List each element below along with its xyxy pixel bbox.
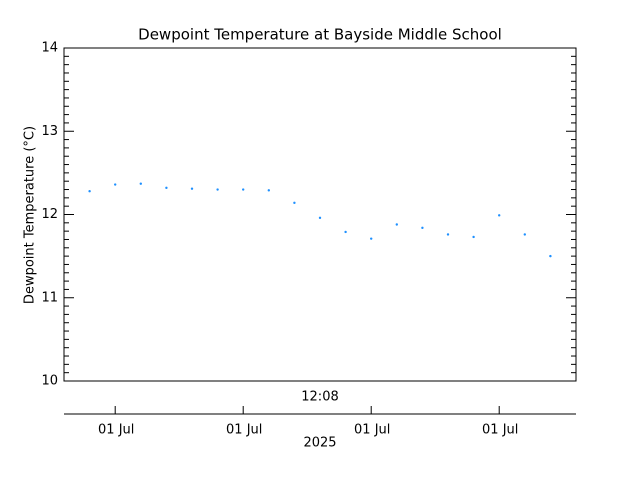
y-tick-label: 12 [41,207,58,222]
point [216,188,219,191]
point [267,189,270,192]
point [139,182,142,185]
y-tick-label: 14 [41,41,58,56]
point [242,188,245,191]
y-axis-label: Dewpoint Temperature (°C) [23,126,38,304]
point [472,235,475,239]
point [498,214,501,217]
x-tick-label: 01 Jul [354,423,390,438]
time-label: 12:08 [301,390,338,405]
point [165,186,168,190]
point [318,216,322,220]
point [421,226,424,230]
point [114,183,117,186]
point [88,189,91,193]
point [293,201,296,205]
y-tick-label: 13 [41,124,58,139]
point [523,233,526,236]
point [370,237,373,240]
point [446,233,450,236]
point [549,254,552,258]
point [190,187,194,190]
point [344,230,347,234]
x-tick-label: 01 Jul [482,423,518,438]
x-tick-label: 01 Jul [98,423,134,438]
point [395,223,398,226]
y-tick-label: 10 [41,374,58,389]
y-tick-label: 11 [41,290,58,305]
x-axis-label: 2025 [303,436,336,451]
x-tick-label: 01 Jul [226,423,262,438]
chart-title: Dewpoint Temperature at Bayside Middle S… [138,26,502,44]
